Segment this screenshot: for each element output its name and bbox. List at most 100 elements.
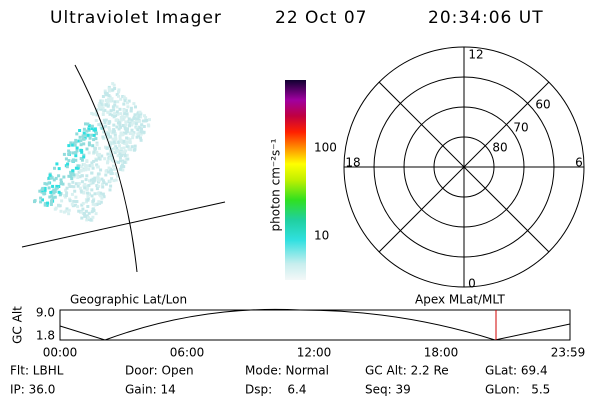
aurora-pixel: [135, 120, 139, 124]
aurora-pixel: [114, 118, 118, 122]
aurora-pixel: [111, 159, 115, 163]
aurora-pixel: [93, 176, 97, 180]
aurora-pixel: [75, 173, 79, 177]
aurora-pixel: [43, 182, 47, 186]
aurora-pixel: [93, 148, 97, 152]
aurora-pixel: [123, 99, 127, 103]
aurora-pixel: [104, 169, 108, 173]
aurora-pixel: [124, 97, 128, 101]
aurora-pixel: [128, 132, 132, 135]
aurora-pixel: [132, 117, 136, 121]
aurora-pixel: [82, 190, 86, 194]
aurora-pixel: [73, 151, 77, 155]
aurora-pixel: [87, 141, 91, 145]
lat-label: 60: [535, 98, 550, 112]
aurora-pixel: [124, 123, 128, 127]
aurora-pixel: [109, 109, 113, 113]
aurora-pixel: [111, 82, 115, 86]
aurora-pixel: [97, 179, 101, 183]
aurora-pixel: [70, 202, 74, 206]
aurora-pixel: [45, 203, 49, 207]
aurora-pixel: [43, 186, 47, 190]
aurora-pixel: [103, 121, 107, 124]
aurora-pixel: [138, 119, 142, 123]
aurora-pixel: [124, 109, 128, 113]
aurora-pixel: [98, 152, 101, 156]
aurora-pixel: [78, 129, 82, 132]
aurora-pixel: [93, 203, 97, 207]
lat-label: 70: [513, 121, 528, 135]
aurora-pixel: [99, 107, 103, 111]
aurora-pixel: [97, 123, 101, 127]
aurora-pixel: [142, 130, 146, 134]
aurora-pixel: [92, 150, 96, 154]
aurora-pixel: [63, 195, 67, 199]
aurora-pixel: [118, 152, 122, 156]
aurora-pixel: [101, 179, 105, 183]
aurora-pixel: [90, 133, 94, 137]
aurora-pixel: [75, 146, 79, 150]
aurora-pixel: [136, 128, 140, 132]
aurora-pixel: [120, 150, 123, 154]
timeline-y-tick: 9.0: [36, 306, 55, 320]
aurora-pixel: [85, 174, 89, 178]
aurora-pixel: [111, 105, 115, 109]
aurora-pixel: [65, 207, 69, 211]
aurora-pixel: [99, 168, 103, 172]
aurora-pixel: [117, 90, 121, 94]
aurora-pixel: [83, 186, 87, 190]
aurora-pixel: [59, 178, 63, 182]
aurora-pixel: [68, 199, 72, 203]
aurora-pixel: [87, 151, 91, 155]
aurora-pixel: [119, 131, 123, 135]
aurora-pixel: [113, 132, 117, 135]
aurora-pixel: [125, 142, 129, 146]
timeline-x-tick: 23:59: [551, 346, 586, 360]
aurora-pixel: [113, 103, 117, 107]
aurora-pixel: [122, 109, 126, 112]
aurora-pixel: [147, 124, 151, 128]
status-field: Dsp: 6.4: [245, 383, 307, 397]
aurora-pixel: [55, 162, 59, 166]
aurora-pixel: [69, 172, 73, 176]
aurora-pixel: [102, 181, 106, 185]
aurora-pixel: [113, 133, 117, 137]
aurora-pixel: [120, 118, 124, 122]
mlt-label: 18: [345, 156, 360, 170]
aurora-pixel: [43, 202, 47, 206]
aurora-pixel: [97, 104, 101, 107]
aurora-pixel: [84, 168, 88, 172]
aurora-pixel: [121, 161, 125, 165]
aurora-pixel: [90, 127, 94, 130]
aurora-pixel: [94, 158, 98, 162]
aurora-pixel: [119, 149, 123, 153]
aurora-pixel: [118, 107, 122, 111]
aurora-pixel: [65, 165, 69, 169]
aurora-pixel: [126, 105, 130, 109]
status-field: GLon: 5.5: [485, 383, 550, 397]
mlt-label: 0: [468, 277, 476, 291]
aurora-pixel: [107, 87, 111, 91]
aurora-pixel: [94, 212, 98, 216]
aurora-pixel: [107, 127, 111, 131]
aurora-pixel: [45, 182, 49, 186]
aurora-pixel: [138, 110, 142, 114]
aurora-pixel: [65, 186, 69, 190]
aurora-pixel: [111, 137, 115, 141]
aurora-pixel: [86, 133, 90, 137]
aurora-pixel: [33, 199, 37, 203]
aurora-pixel: [112, 128, 116, 132]
aurora-pixel: [95, 113, 99, 117]
aurora-pixel: [90, 164, 94, 168]
aurora-pixel: [144, 116, 148, 119]
aurora-pixel: [95, 187, 99, 191]
aurora-pixel: [62, 152, 66, 156]
aurora-pixel: [112, 108, 116, 112]
aurora-pixel: [115, 93, 119, 97]
aurora-pixel: [67, 152, 71, 156]
timeline-x-tick: 06:00: [170, 346, 205, 360]
status-field: Seq: 39: [365, 383, 411, 397]
aurora-pixel: [92, 179, 96, 183]
timeline-right-label: Apex MLat/MLT: [415, 293, 505, 307]
status-field: Flt: LBHL: [10, 364, 64, 378]
